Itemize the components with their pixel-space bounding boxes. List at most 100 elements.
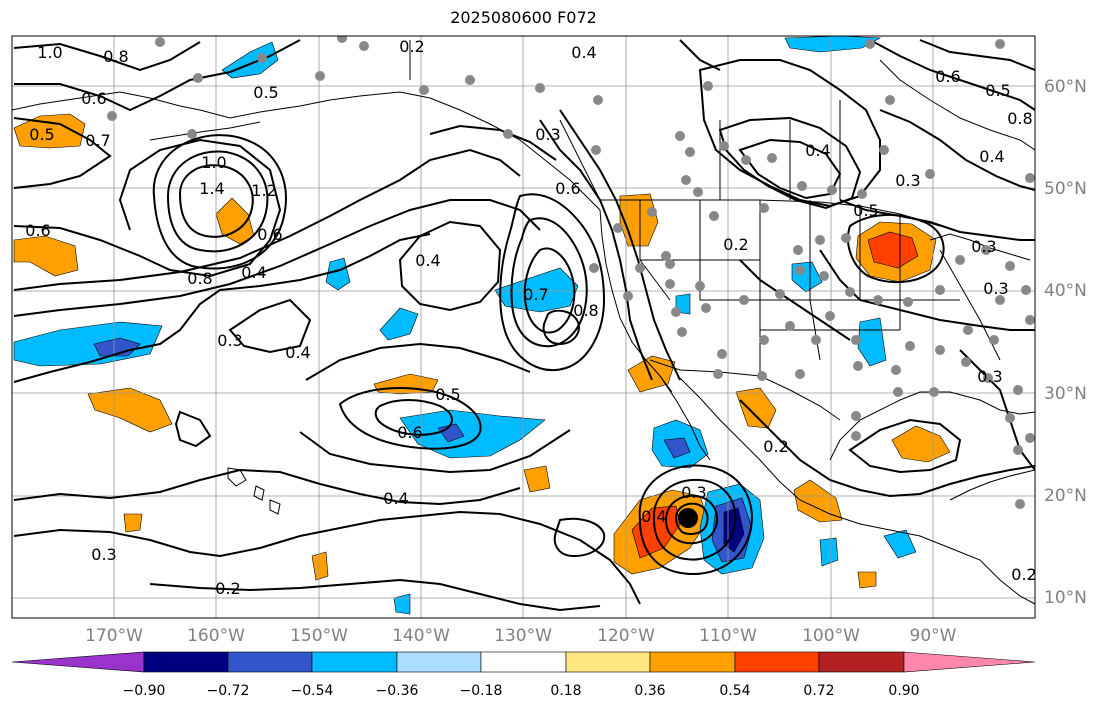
orange-region <box>857 571 877 589</box>
contour-line <box>819 249 1035 331</box>
station-dot <box>929 387 939 397</box>
blue-region <box>393 593 411 615</box>
station-dot <box>613 223 623 233</box>
contour-line <box>429 124 557 161</box>
station-dot <box>873 295 883 305</box>
contour-line <box>499 193 606 372</box>
station-dot <box>891 365 901 375</box>
lon-label: 160°W <box>187 626 245 646</box>
station-dot <box>865 39 875 49</box>
contour-line <box>152 134 287 270</box>
station-dot <box>819 271 829 281</box>
station-dot <box>793 245 803 255</box>
contour-line <box>13 117 112 189</box>
station-dot <box>665 279 675 289</box>
station-dot <box>1005 261 1015 271</box>
contour-line <box>879 109 1035 191</box>
contour-label: 0.7 <box>85 131 110 150</box>
station-dot <box>315 71 325 81</box>
contour-label: 0.4 <box>805 141 830 160</box>
station-dot <box>925 169 935 179</box>
contour-label: 0.5 <box>435 385 460 404</box>
contour-line <box>228 298 312 354</box>
station-dot <box>187 129 197 139</box>
station-dot <box>703 81 713 91</box>
colorbar-label: −0.18 <box>459 683 503 699</box>
lon-label: 170°W <box>85 626 143 646</box>
aleutian-chain <box>149 121 261 141</box>
red-region <box>867 231 919 269</box>
colorbar-label: 0.36 <box>634 683 666 699</box>
us-west-coast <box>599 209 673 393</box>
contour-label: 1.2 <box>251 181 276 200</box>
contour-line <box>14 39 301 112</box>
storm-center <box>678 508 698 528</box>
station-dot <box>589 263 599 273</box>
anomaly-fills <box>13 36 951 615</box>
colorbar-label: 0.90 <box>888 683 920 699</box>
orange-region <box>123 513 143 533</box>
contour-line <box>959 349 1035 471</box>
blue-region <box>325 257 351 291</box>
lat-label: 10°N <box>1044 588 1087 608</box>
colorbar-segment <box>227 651 313 673</box>
contour-label: 0.4 <box>383 489 408 508</box>
lon-label: 140°W <box>392 626 450 646</box>
contour-label: 0.2 <box>1011 565 1036 584</box>
station-dot <box>701 303 711 313</box>
station-dot <box>337 36 347 43</box>
contour-line <box>839 199 1035 241</box>
station-dot <box>709 211 719 221</box>
station-dot <box>739 295 749 305</box>
colorbar-label: −0.36 <box>375 683 419 699</box>
contour-label: 0.8 <box>103 47 128 66</box>
station-dot <box>795 369 805 379</box>
contour-line <box>149 578 601 612</box>
contour-line <box>539 119 653 381</box>
contour-line <box>559 109 681 381</box>
station-dot <box>671 307 681 317</box>
contour-line <box>398 220 502 312</box>
contour-label: 0.5 <box>985 81 1010 100</box>
contour-line <box>919 39 1035 71</box>
orange-region <box>627 355 676 393</box>
blue-region <box>857 317 887 367</box>
station-dot <box>981 245 991 255</box>
station-dot <box>1025 315 1035 325</box>
lat-label: 30°N <box>1044 384 1087 404</box>
station-dot <box>903 297 913 307</box>
station-dot <box>1025 173 1035 183</box>
station-dot <box>623 291 633 301</box>
lon-label: 120°W <box>597 626 655 646</box>
colorbar-label: 0.54 <box>719 683 751 699</box>
great-lakes <box>929 233 1031 261</box>
station-dot <box>155 37 165 47</box>
contour-label: 0.6 <box>257 225 282 244</box>
colorbar-label: −0.90 <box>122 683 166 699</box>
station-dot <box>851 431 861 441</box>
station-dot <box>795 265 805 275</box>
colorbar-segment <box>565 651 651 673</box>
station-dot <box>815 235 825 245</box>
colorbar-min-arrow <box>11 651 145 673</box>
contour-label: 0.3 <box>895 171 920 190</box>
station-dot <box>257 53 267 63</box>
contour-label: 0.2 <box>215 579 240 598</box>
map-title: 2025080600 F072 <box>450 8 597 27</box>
station-dot <box>1005 413 1015 423</box>
contour-lines <box>13 39 1035 612</box>
station-dot <box>1025 433 1035 443</box>
orange-region <box>891 425 951 463</box>
colorbar-label: −0.72 <box>206 683 250 699</box>
contour-line <box>374 399 453 436</box>
station-dot <box>955 255 965 265</box>
contour-label: 0.4 <box>241 263 266 282</box>
contour-label: 0.2 <box>399 37 424 56</box>
map-layers: 1.0 0.8 0.6 0.5 0.7 1.0 1.4 1.2 0.6 0.8 … <box>12 36 1036 618</box>
contour-line <box>510 217 588 348</box>
colorbar <box>11 651 1036 673</box>
orange-region <box>735 387 777 429</box>
lon-label: 100°W <box>802 626 860 646</box>
colorbar-segment <box>396 651 482 673</box>
